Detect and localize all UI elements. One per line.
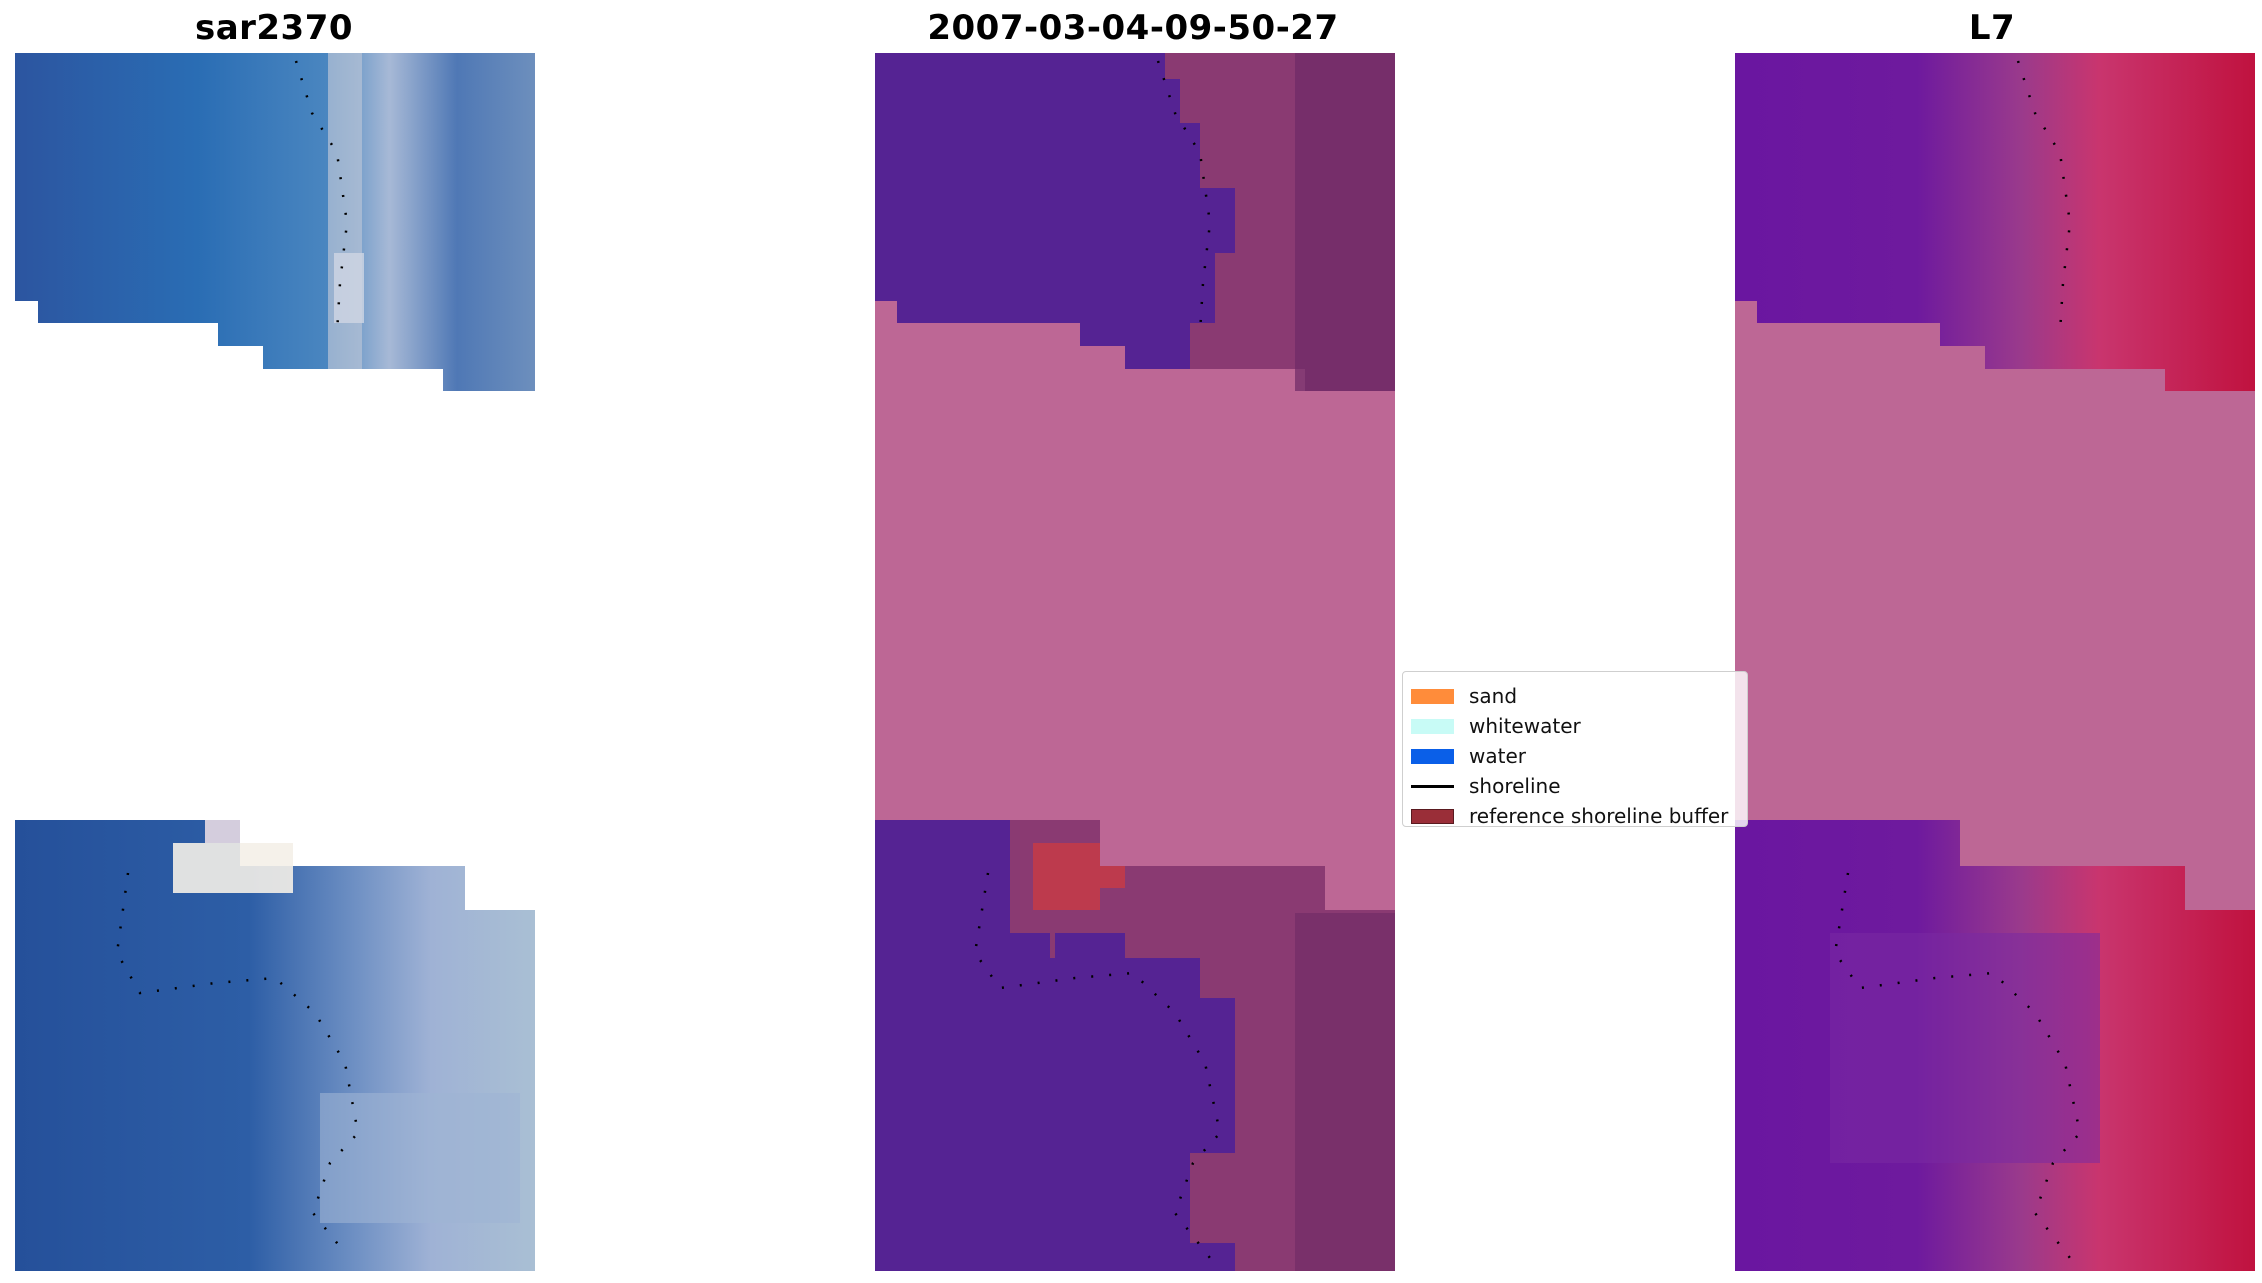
- legend-item-water: water: [1411, 742, 1526, 770]
- class-water-top: [875, 53, 1235, 369]
- panel-title-classification: 2007-03-04-09-50-27: [927, 8, 1339, 48]
- legend-item-buffer: reference shoreline buffer: [1411, 802, 1728, 830]
- legend-swatch-whitewater: [1411, 718, 1454, 734]
- rgb-image-panel: [15, 53, 535, 1271]
- classification-panel: [875, 53, 1395, 1271]
- legend-item-whitewater: whitewater: [1411, 712, 1581, 740]
- legend-swatch-buffer: [1411, 808, 1454, 824]
- legend-label-sand: sand: [1469, 684, 1518, 708]
- legend: sand whitewater water shoreline referenc…: [1402, 671, 1748, 830]
- legend-item-sand: sand: [1411, 682, 1517, 710]
- class-buffer-patch: [1033, 843, 1125, 910]
- legend-swatch-shoreline: [1411, 784, 1454, 788]
- legend-swatch-water: [1411, 748, 1454, 764]
- index-shoreline-bottom: [1833, 872, 2082, 1259]
- legend-label-water: water: [1469, 744, 1526, 768]
- legend-item-shoreline: shoreline: [1411, 772, 1561, 800]
- class-shoreline-bottom: [973, 872, 1222, 1259]
- rgb-shoreline-bottom: [115, 872, 360, 1254]
- panel-title-rgb: sar2370: [194, 8, 354, 48]
- legend-label-whitewater: whitewater: [1469, 714, 1581, 738]
- panel-title-index: L7: [1968, 8, 2016, 48]
- legend-swatch-sand: [1411, 688, 1454, 704]
- index-panel: [1735, 53, 2255, 1271]
- index-top-block: [1735, 53, 2255, 391]
- rgb-top-block: [15, 53, 535, 391]
- legend-label-shoreline: shoreline: [1469, 774, 1561, 798]
- legend-label-buffer: reference shoreline buffer: [1469, 804, 1729, 828]
- class-water-bottom: [875, 820, 1235, 1271]
